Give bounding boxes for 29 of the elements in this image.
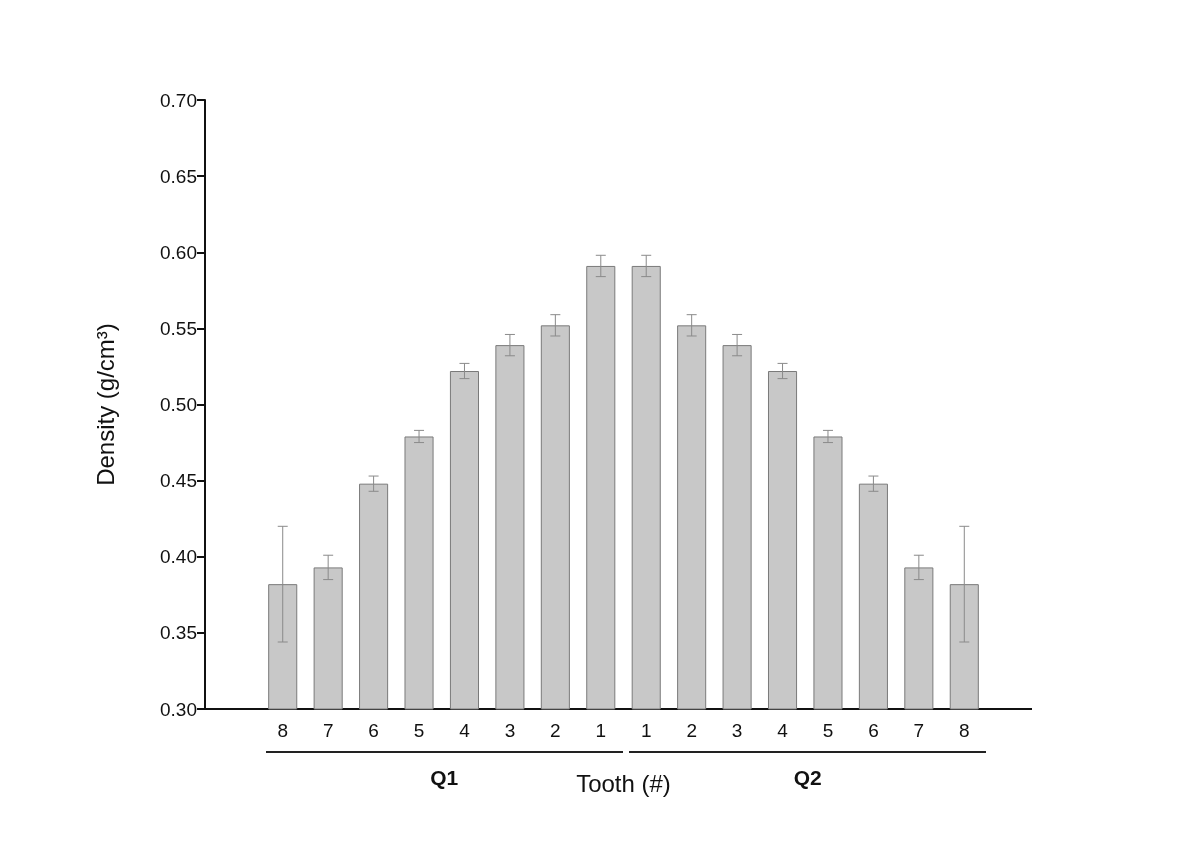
y-tick-label: 0.35 [160,622,197,644]
x-tick-label: 3 [731,720,743,741]
x-tick-label: 1 [640,720,652,741]
x-tick-label: 6 [368,720,379,741]
text: Q2 [793,766,822,790]
text: Q1 [430,766,459,790]
x-tick-label: 2 [550,720,561,741]
x-tick-label: 6 [868,720,879,741]
x-tick-label: 4 [459,720,471,741]
y-tick-label: 0.40 [160,546,197,568]
x-tick-label: 7 [322,720,334,741]
y-tick-label: 0.60 [160,241,197,263]
y-tick-label: 0.55 [160,317,197,339]
y-tick-label: 0.70 [160,89,197,111]
x-tick-label: 2 [686,720,697,741]
y-tick-label: 0.30 [160,698,197,720]
x-tick-label: 8 [277,720,289,741]
x-tick-label: 3 [504,720,516,741]
x-tick-label: 5 [413,720,425,741]
x-tick-label: 5 [822,720,834,741]
x-axis-title: Tooth (#) [576,769,671,797]
x-tick-label: 1 [595,720,607,741]
y-axis-title: Density (g/cm³) [91,323,119,486]
x-tick-label: 8 [958,720,970,741]
y-tick-label: 0.65 [160,165,197,187]
y-tick-label: 0.50 [160,394,197,415]
x-tick-label: 7 [913,720,925,741]
y-tick-label: 0.45 [160,470,197,492]
x-tick-label: 4 [777,720,789,741]
